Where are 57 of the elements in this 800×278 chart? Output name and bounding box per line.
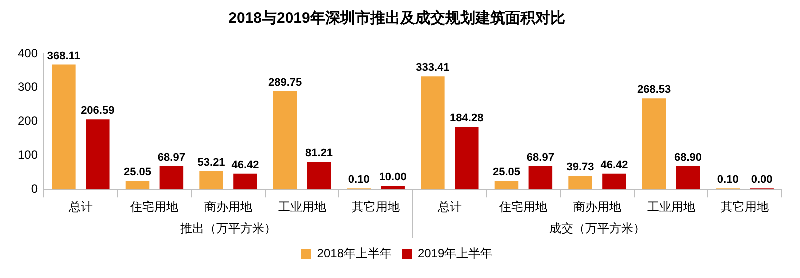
bar	[200, 172, 224, 190]
data-label: 268.53	[638, 84, 672, 96]
x-tick-label: 住宅用地	[130, 200, 179, 214]
legend-label: 2018年上半年	[317, 246, 392, 260]
bar	[52, 64, 76, 190]
bar	[602, 174, 626, 190]
data-label: 53.21	[198, 157, 226, 170]
data-label: 0.10	[717, 174, 739, 186]
data-label: 0.00	[751, 174, 773, 186]
bar	[421, 76, 445, 190]
y-tick-label: 0	[31, 182, 38, 196]
data-label: 81.21	[306, 148, 334, 160]
data-label: 68.97	[158, 152, 186, 164]
bar	[642, 98, 666, 190]
data-label: 368.11	[47, 50, 80, 62]
chart-title: 2018与2019年深圳市推出及成交规划建筑面积对比	[228, 9, 566, 28]
x-tick-label: 工业用地	[278, 200, 326, 214]
data-label: 25.05	[124, 166, 152, 179]
bar	[455, 127, 479, 190]
data-label: 10.00	[379, 172, 407, 184]
data-label: 68.90	[674, 152, 702, 164]
data-label: 46.42	[600, 159, 628, 172]
bar	[381, 186, 405, 190]
x-tick-label: 商办用地	[574, 200, 622, 214]
data-label: 0.10	[348, 174, 370, 186]
bar	[126, 181, 150, 190]
bar	[307, 162, 332, 190]
bar	[528, 166, 553, 190]
y-tick-label: 100	[18, 148, 38, 162]
bar	[86, 120, 110, 190]
x-tick-label: 总计	[68, 200, 93, 214]
data-label: 46.42	[232, 159, 260, 172]
data-label: 184.28	[450, 112, 484, 125]
x-tick-label: 其它用地	[721, 200, 770, 214]
x-tick-label: 总计	[436, 200, 462, 214]
bar	[234, 174, 258, 190]
legend-label: 2019年上半年	[418, 246, 493, 260]
x-tick-label: 工业用地	[647, 200, 696, 214]
text: 推出（万平方米）	[180, 221, 277, 236]
data-label: 68.97	[526, 152, 554, 164]
bar	[568, 176, 592, 190]
x-tick-label: 商办用地	[204, 200, 253, 214]
bar	[676, 166, 700, 190]
data-label: 25.05	[492, 166, 520, 179]
y-tick-label: 400	[18, 46, 38, 60]
bar	[273, 91, 298, 190]
x-tick-label: 其它用地	[352, 200, 400, 214]
x-tick-label: 住宅用地	[498, 200, 548, 214]
data-label: 39.73	[566, 162, 594, 174]
y-tick-label: 300	[18, 80, 38, 94]
data-label: 289.75	[268, 76, 302, 89]
y-tick-label: 200	[18, 114, 38, 128]
data-label: 333.41	[416, 62, 450, 74]
bar	[494, 181, 519, 190]
bar	[160, 166, 184, 190]
text: 成交（万平方米）	[550, 221, 646, 236]
data-label: 206.59	[81, 105, 115, 118]
